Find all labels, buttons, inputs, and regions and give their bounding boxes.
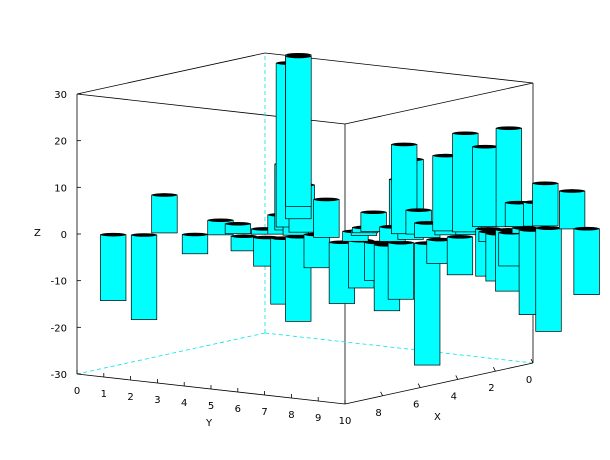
x-tick [380,391,383,396]
z-tick-label: -20 [51,323,67,334]
bar [224,221,252,235]
y-tick-label: 8 [288,410,294,421]
z-tick-label: 30 [54,90,67,101]
y-tick-label: 4 [181,398,187,409]
bar-body [472,146,499,227]
y-tick-label: 9 [315,413,321,424]
bar-top-cap [535,226,562,230]
bar-body [446,236,474,276]
bar-top-cap [426,237,453,242]
bar-top-cap [573,226,600,231]
box-edge [344,82,534,125]
bar [535,226,562,332]
bar-body [535,227,562,332]
bar-body [573,228,600,295]
bars-group [100,53,600,366]
bar-body [313,199,340,238]
y-tick-label: 6 [235,404,241,415]
bar [313,197,340,238]
x-tick-label: 6 [413,400,419,411]
axes-group: -30 -20 -10 0 10 20 30 0 1 2 3 4 5 6 7 8 9 10 0 2 4 6 8 [51,90,534,427]
z-tick-label: 20 [54,137,67,148]
bar [446,235,474,276]
x-axis-label: X [434,412,441,423]
bar-body [303,234,330,269]
box-edge [76,52,266,95]
bar-body [559,190,586,230]
bar-top-cap [285,54,312,59]
bar [391,142,418,235]
bar [151,193,178,234]
bar [472,144,499,227]
bar [303,232,330,269]
y-tick-label: 7 [261,407,267,418]
y-tick-label: 1 [101,389,107,400]
bar-body [230,235,257,252]
bar-top-cap [151,193,178,197]
bar-top-cap [207,218,234,223]
bar-top-cap [100,232,126,237]
x-tick [493,367,496,372]
x-tick [530,358,534,364]
hidden-edge [76,332,266,375]
y-tick-label: 10 [339,416,352,427]
y-tick-label: 2 [127,392,133,403]
bar [230,234,257,252]
bar [426,237,453,264]
hidden-edge [264,332,534,364]
bar-top-cap [231,234,257,239]
bar [130,233,158,320]
bar-top-cap [432,153,459,158]
bar-body [532,182,559,227]
bar-body [181,234,209,255]
x-tick-label: 8 [375,408,381,419]
y-axis-label: Y [205,418,213,429]
axis-line [344,362,534,405]
bar-top-cap [496,126,522,130]
bar-top-cap [313,197,340,202]
bar-body [151,194,178,234]
bar-top-cap [475,227,502,231]
bar-top-cap [391,142,417,147]
bar-top-cap [472,144,499,149]
x-tick [417,383,421,388]
bar [181,232,209,255]
bar [532,181,559,227]
z-tick-label: 0 [61,230,67,241]
x-tick-label: 2 [488,383,494,394]
bar-body [391,144,418,235]
bar-body [285,56,312,207]
bar-top-cap [360,210,387,215]
x-tick-label: 0 [526,375,532,386]
y-tick-label: 0 [74,386,80,397]
bar-body [130,234,158,320]
z-tick-label: 10 [54,183,67,194]
bar [573,226,600,295]
bar-top-cap [447,235,473,239]
bar-body [100,234,127,301]
z-tick-label: -10 [51,277,67,288]
bar [100,232,127,301]
x-tick [455,375,459,380]
x-tick-label: 4 [451,391,457,402]
bar-body [387,242,415,300]
z-axis-label: Z [34,228,41,239]
bar-top-cap [405,208,432,212]
y-tick-label: 5 [208,401,214,412]
bar-top-cap [559,189,585,193]
y-tick-label: 3 [154,395,160,406]
bar-top-cap [131,233,157,237]
bar-top-cap [452,131,479,136]
bar [285,54,312,207]
axis-line [76,373,346,405]
bar [387,240,415,300]
bar-top-cap [225,221,251,226]
bar-top-cap [182,232,208,237]
z-tick-label: -30 [51,370,67,381]
bar [559,189,586,230]
bar-top-cap [532,181,559,186]
